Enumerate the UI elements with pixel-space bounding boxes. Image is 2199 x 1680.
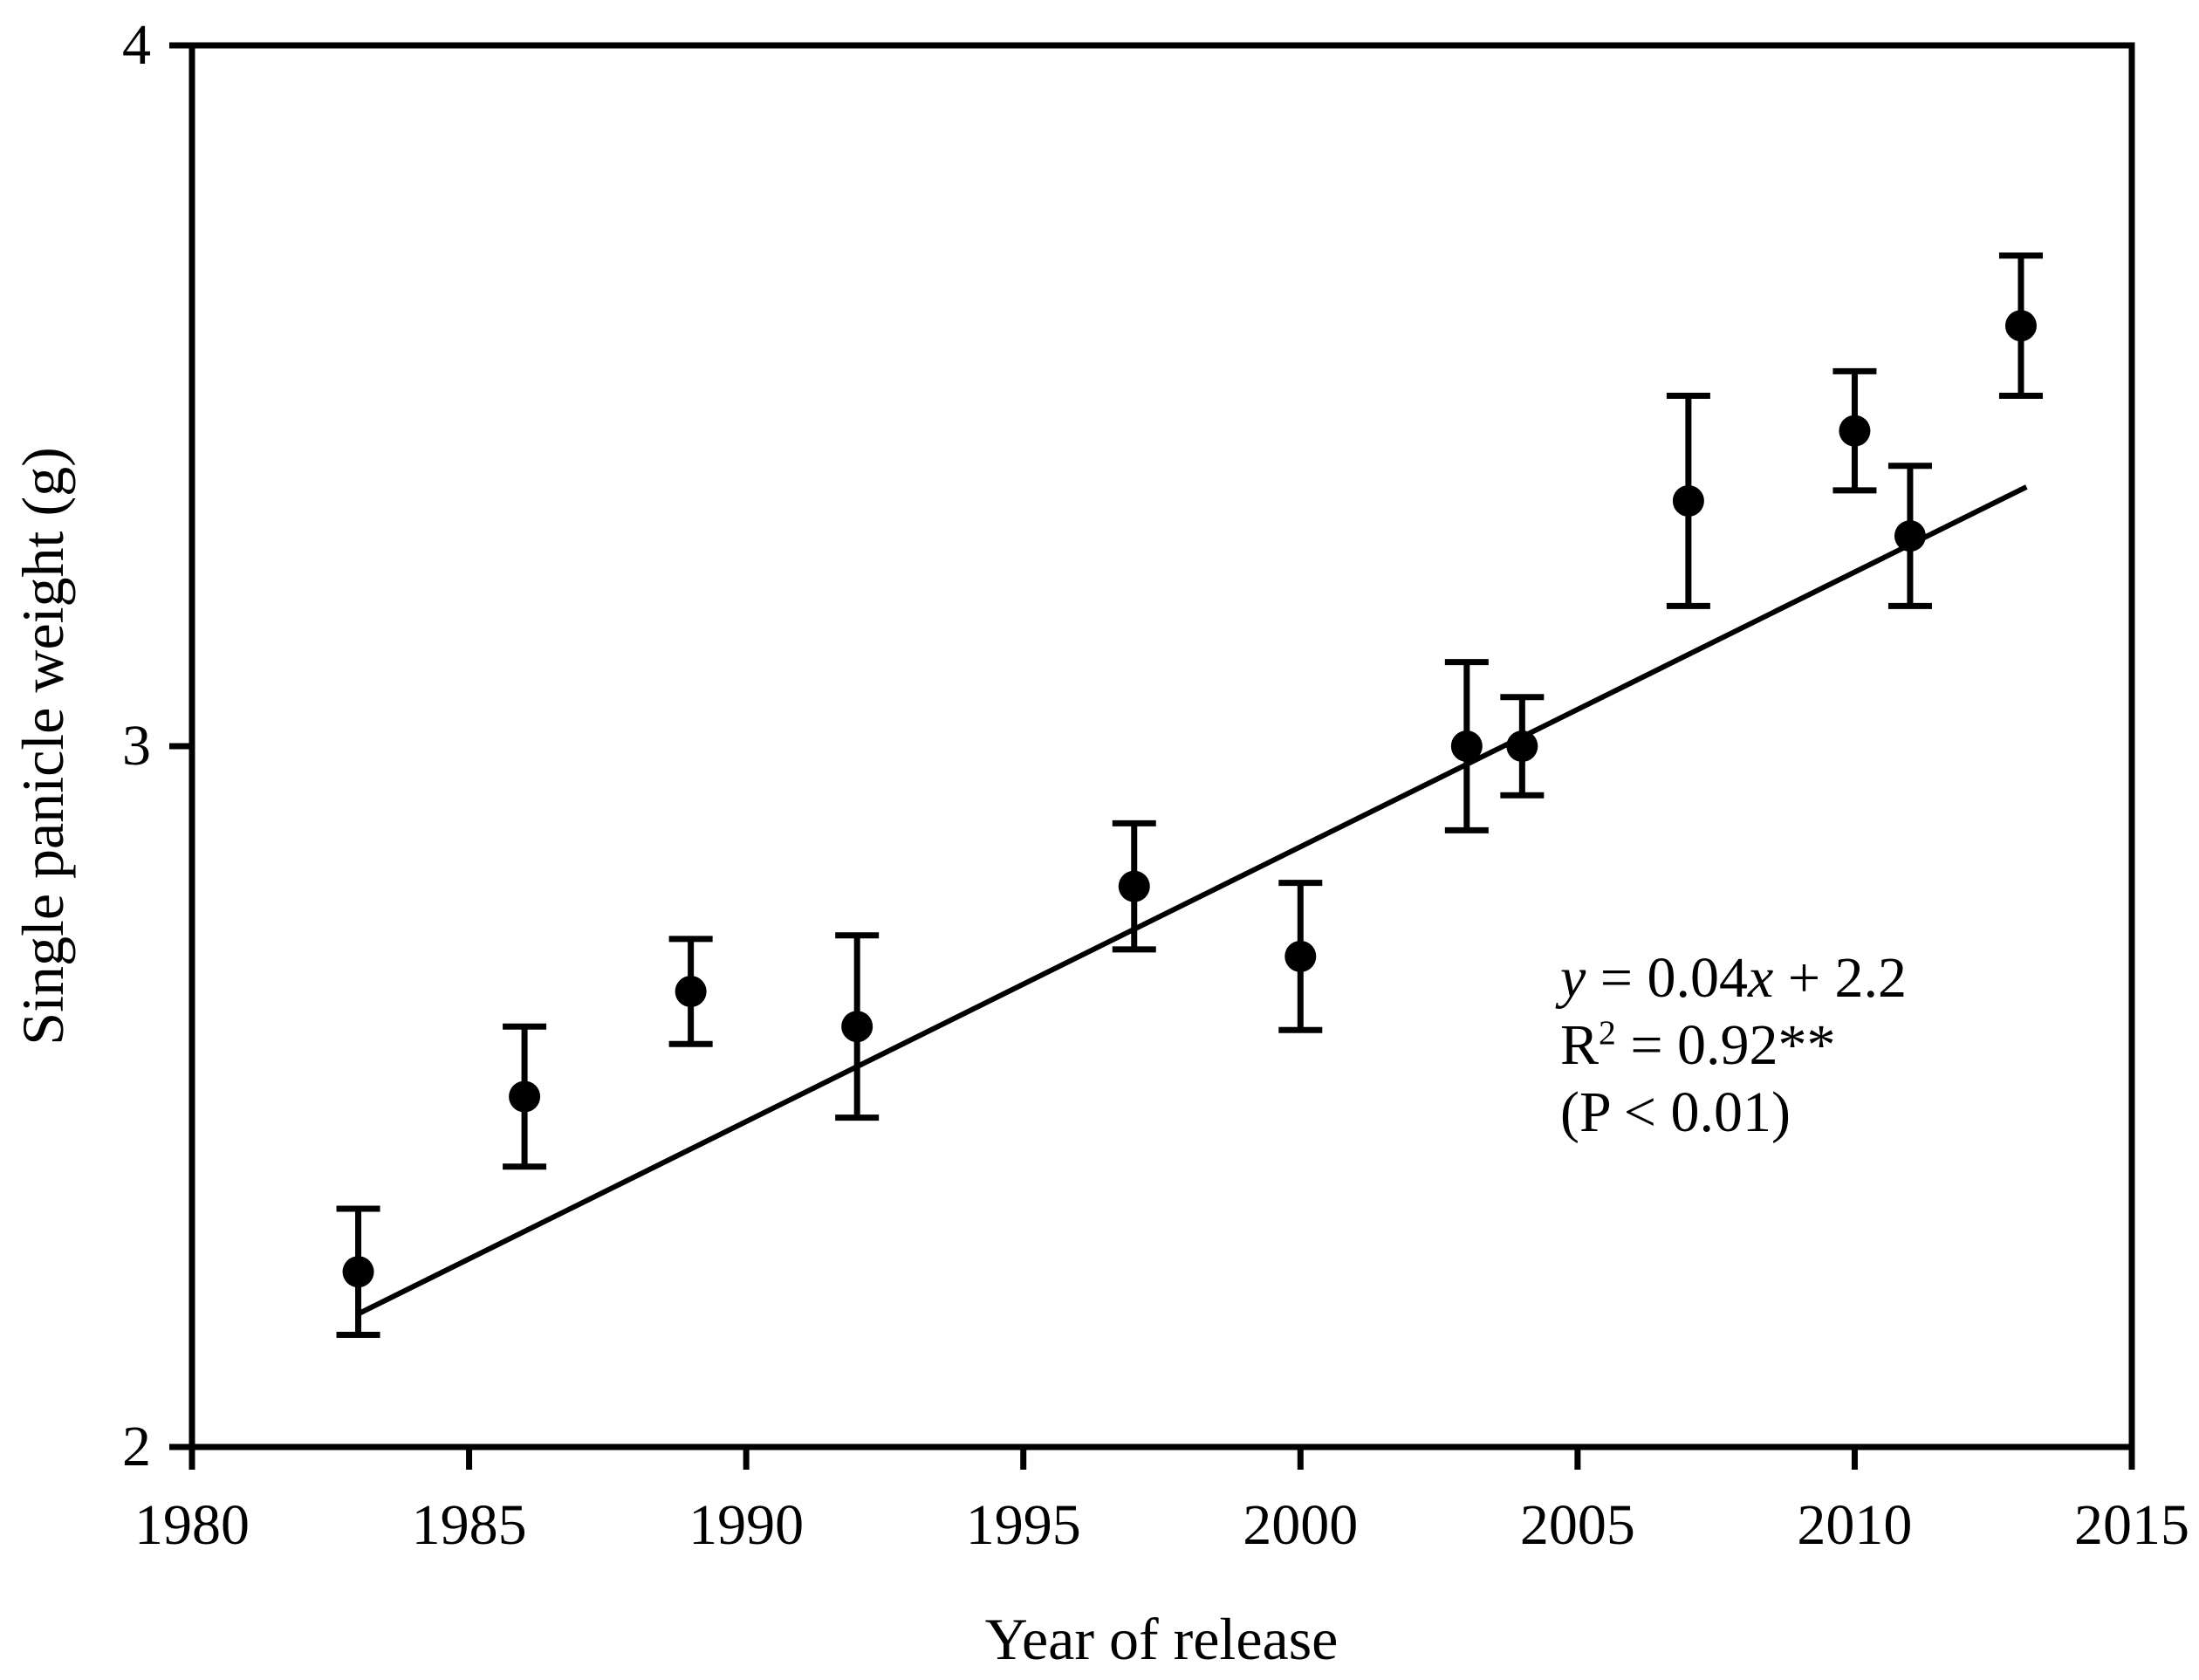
- r-superscript: 2: [1599, 1013, 1616, 1052]
- data-point-2013: [2004, 310, 2037, 342]
- regression-annotation: y = 0.04x + 2.2 R2 = 0.92** (P < 0.01): [1560, 944, 1907, 1146]
- data-point-1989: [675, 976, 707, 1008]
- data-point-2003: [1450, 730, 1483, 762]
- equation-mid-text: = 0.04: [1586, 946, 1749, 1010]
- x-tick-label-1985: 1985: [412, 1493, 527, 1557]
- x-tick-label-1995: 1995: [966, 1493, 1081, 1557]
- y-tick-label-2: 2: [122, 1415, 151, 1478]
- trend-line: [357, 484, 2028, 1317]
- equation-x-symbol: x: [1748, 946, 1774, 1010]
- regression-equation: y = 0.04x + 2.2: [1560, 944, 1907, 1011]
- equation-tail-text: + 2.2: [1773, 946, 1908, 1010]
- x-tick-label-2000: 2000: [1243, 1493, 1358, 1557]
- r-symbol: R: [1560, 1013, 1600, 1077]
- y-tick-label-4: 4: [122, 13, 151, 77]
- y-axis-title: Single panicle weight (g): [10, 447, 76, 1046]
- plot-border: [188, 42, 2135, 1450]
- data-point-1983: [342, 1256, 374, 1288]
- data-point-2010: [1839, 415, 1871, 447]
- x-tick-label-2010: 2010: [1797, 1493, 1912, 1557]
- x-axis-title: Year of release: [984, 1606, 1339, 1672]
- x-tick-label-1980: 1980: [134, 1493, 250, 1557]
- x-tick-label-2015: 2015: [2074, 1493, 2189, 1557]
- data-point-1992: [841, 1011, 873, 1043]
- y-tick-label-3: 3: [122, 714, 151, 778]
- data-point-1986: [509, 1080, 541, 1113]
- r-squared-label: R2 = 0.92**: [1560, 1011, 1907, 1079]
- p-value-label: (P < 0.01): [1560, 1080, 1791, 1144]
- equation-y-symbol: y: [1560, 946, 1586, 1010]
- data-point-2000: [1284, 940, 1317, 972]
- data-point-2004: [1506, 730, 1538, 762]
- data-point-1997: [1118, 870, 1150, 902]
- x-tick-label-2005: 2005: [1520, 1493, 1635, 1557]
- r-value-text: = 0.92**: [1615, 1013, 1836, 1077]
- data-point-2011: [1894, 520, 1926, 552]
- x-tick-label-1990: 1990: [688, 1493, 804, 1557]
- data-point-2007: [1672, 484, 1704, 517]
